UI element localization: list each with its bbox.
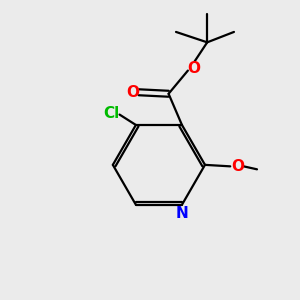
- Text: O: O: [187, 61, 200, 76]
- Text: Cl: Cl: [103, 106, 120, 122]
- Text: O: O: [231, 159, 244, 174]
- Text: O: O: [126, 85, 139, 100]
- Text: N: N: [176, 206, 188, 220]
